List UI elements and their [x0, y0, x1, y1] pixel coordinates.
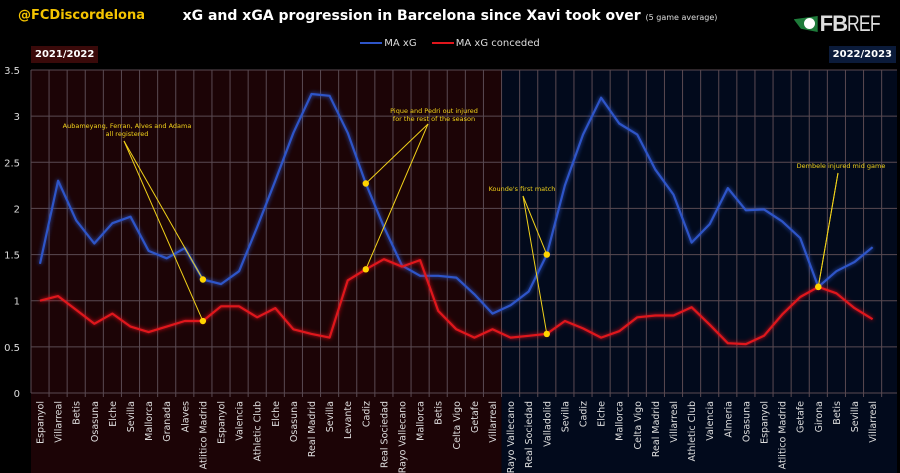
annotation-text: Pique and Pedri out injured — [390, 107, 478, 115]
y-tick-label: 3.5 — [4, 66, 20, 77]
legend-label-xg: MA xG — [384, 37, 417, 49]
y-tick-label: 2 — [14, 204, 20, 215]
annotation-pointer — [817, 172, 839, 287]
x-tick-label: Sevilla — [325, 401, 336, 432]
x-tick-label: Valencia — [235, 401, 246, 441]
x-tick-label: Real Sociedad — [524, 401, 535, 468]
twitter-handle: @FCDiscordelona — [18, 8, 145, 23]
legend-swatch-xg — [360, 42, 383, 44]
x-tick-label: Betis — [832, 401, 843, 425]
x-tick-label: Valladolid — [542, 401, 553, 447]
y-tick-label: 1.5 — [4, 251, 20, 262]
x-tick-label: Granada — [162, 401, 173, 442]
x-tick-label: Valencia — [705, 401, 716, 441]
annotation-text: Kounde's first match — [489, 185, 556, 193]
x-tick-label: Getafe — [470, 401, 481, 433]
x-tick-label: Elche — [271, 401, 282, 427]
series-line-xga — [39, 258, 874, 346]
x-tick-label: Betis — [72, 401, 83, 425]
x-tick-label: Alaves — [180, 401, 191, 432]
season-label-2021-2022: 2021/2022 — [31, 46, 99, 63]
x-tick-label: Osasuna — [741, 401, 752, 442]
annotation-pointer — [522, 195, 548, 255]
x-tick-label: Elche — [597, 401, 608, 427]
y-tick-label: 1 — [14, 297, 20, 308]
x-tick-label: Celta Vigo — [452, 401, 463, 450]
x-tick-label: Rayo Vallecano — [398, 401, 409, 473]
annotation-text: for the rest of the season — [393, 115, 475, 123]
y-tick-label: 0.5 — [4, 343, 20, 354]
series-line-xg — [38, 92, 874, 315]
x-tick-label: Girona — [814, 401, 825, 432]
chart-title-text: xG and xGA progression in Barcelona sinc… — [182, 8, 641, 24]
x-tick-label: Cadiz — [361, 401, 372, 427]
logo-fb-text: FB — [819, 11, 848, 36]
x-tick-label: Betis — [434, 401, 445, 425]
x-tick-label: Celta Vigo — [633, 401, 644, 450]
football-icon — [803, 18, 815, 29]
annotation-marker — [543, 330, 550, 338]
x-tick-label: Espanyol — [760, 401, 771, 444]
x-tick-label: Elche — [108, 401, 119, 427]
x-tick-label: Real Madrid — [307, 401, 318, 457]
annotation-text: all registered — [106, 130, 149, 138]
x-tick-label: Rayo Vallecano — [506, 401, 517, 473]
season-label-2022-2023: 2022/2023 — [828, 46, 896, 63]
chart-subtitle: (5 game average) — [645, 13, 718, 22]
x-tick-label: Osasuna — [90, 401, 101, 442]
annotation-marker — [362, 180, 369, 187]
legend-item-xga: MA xG conceded — [431, 37, 540, 49]
x-tick-label: Villarreal — [488, 401, 499, 443]
annotation-pointer — [123, 140, 204, 280]
annotation-text: Aubameyang, Ferran, Alves and Adama — [63, 122, 192, 130]
x-tick-label: Real Madrid — [651, 401, 662, 457]
x-tick-label: Atlitico Madrid — [778, 401, 789, 469]
y-tick-label: 0 — [14, 389, 20, 400]
y-tick-label: 3 — [14, 112, 20, 123]
x-tick-label: Espanyol — [217, 401, 228, 444]
x-tick-label: Mallorca — [615, 401, 626, 441]
x-tick-label: Villarreal — [669, 401, 680, 443]
x-tick-label: Sevilla — [126, 401, 137, 432]
x-tick-label: Athletic Club — [253, 401, 264, 462]
x-tick-label: Almeria — [723, 401, 734, 438]
season-2-background — [501, 70, 897, 473]
annotation-pointer — [365, 123, 429, 270]
annotation-pointer — [123, 140, 204, 322]
annotation-text: Dembele injured mid game — [797, 162, 886, 170]
x-tick-label: Osasuna — [289, 401, 300, 442]
x-tick-label: Getafe — [796, 401, 807, 433]
fbref-logo: FB REF — [793, 11, 888, 37]
annotation-marker — [815, 283, 822, 291]
annotation-marker — [543, 251, 550, 258]
annotation-marker — [362, 266, 369, 273]
legend-label-xga: MA xG conceded — [455, 37, 540, 49]
x-tick-label: Sevilla — [560, 401, 571, 432]
x-tick-label: Levante — [343, 401, 354, 439]
logo-ref-text: REF — [847, 11, 881, 36]
x-tick-label: Mallorca — [144, 401, 155, 441]
x-tick-label: Villarreal — [868, 401, 879, 443]
chart-title: xG and xGA progression in Barcelona sinc… — [0, 8, 900, 24]
x-tick-label: Athletic Club — [687, 401, 698, 462]
x-tick-label: Cadiz — [579, 401, 590, 427]
legend-swatch-xga — [431, 42, 454, 44]
x-tick-label: Villarreal — [54, 401, 65, 443]
x-tick-label: Sevilla — [850, 401, 861, 432]
x-tick-label: Real Sociedad — [379, 401, 390, 468]
x-tick-label: Atlitico Madrid — [198, 401, 209, 469]
annotation-marker — [199, 276, 207, 283]
legend-item-xg: MA xG — [360, 37, 417, 49]
x-tick-label: Mallorca — [416, 401, 427, 441]
annotation-pointer — [522, 195, 548, 335]
x-tick-label: Espanyol — [36, 401, 47, 444]
annotation-marker — [199, 317, 207, 325]
legend: MA xG MA xG conceded — [0, 36, 900, 49]
annotation-pointer — [365, 123, 429, 184]
y-tick-label: 2.5 — [4, 158, 20, 169]
